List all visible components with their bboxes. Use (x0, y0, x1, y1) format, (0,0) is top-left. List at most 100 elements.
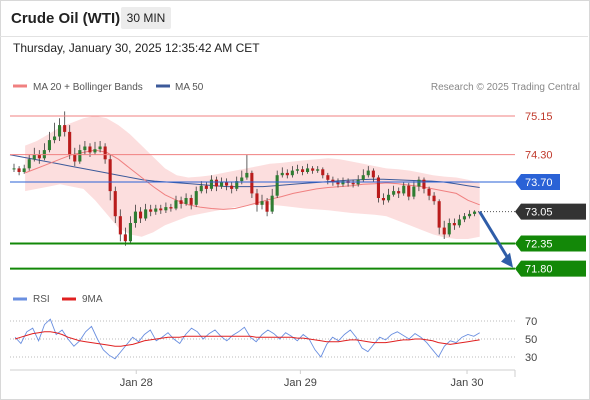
candle-body (149, 209, 153, 212)
candle-body (47, 140, 51, 151)
candle-body (331, 179, 335, 182)
rsi-level-label-30: 30 (525, 352, 537, 364)
candle-body (306, 168, 310, 172)
candle-body (371, 170, 375, 178)
candle-body (199, 185, 203, 192)
candle-body (27, 159, 31, 169)
support-label-5: 71.80 (525, 264, 553, 276)
instrument-title: Crude Oil (WTI) (11, 10, 121, 27)
candle-body (189, 198, 193, 205)
time-axis: Jan 28 Jan 29 Jan 30 (120, 370, 484, 389)
time-tick-label-2: Jan 30 (451, 377, 484, 389)
candle-body (133, 211, 137, 223)
candle-body (78, 150, 82, 162)
candle-body (452, 223, 456, 226)
candle-body (204, 185, 208, 189)
candle-body (68, 131, 72, 155)
rsi-line (14, 318, 480, 360)
candle-body (240, 177, 244, 182)
candle-body (128, 223, 132, 242)
candle-body (58, 125, 62, 137)
ma9-legend-label: 9MA (82, 294, 103, 305)
price-layer (9, 111, 480, 246)
candle-body (260, 201, 264, 205)
candle-body (154, 208, 158, 212)
header-bar: Crude Oil (WTI) 30 MIN (0, 0, 588, 37)
candle-body (245, 172, 249, 178)
candle-body (351, 182, 355, 185)
candle-body (73, 154, 77, 162)
candle-body (144, 209, 148, 219)
candle-body (270, 195, 274, 212)
candle-body (285, 172, 289, 176)
candle-body (447, 223, 451, 235)
candle-body (468, 213, 472, 217)
candle-body (230, 185, 234, 189)
pivot-label: 73.70 (525, 177, 553, 189)
copyright-label: Research © 2025 Trading Central (431, 82, 580, 93)
candle-body (255, 193, 259, 205)
candle-body (63, 125, 67, 132)
candle-body (336, 182, 340, 185)
candle-body (169, 207, 173, 209)
candle-body (108, 159, 112, 192)
candle-body (275, 175, 279, 196)
forecast-arrow-shaft (478, 210, 512, 263)
candle-body (184, 198, 188, 204)
candle-body (301, 169, 305, 172)
candle-body (179, 200, 183, 204)
candle-body (326, 175, 330, 180)
rsi-ma9-line (14, 331, 480, 347)
time-tick-label-1: Jan 29 (284, 377, 317, 389)
candle-body (53, 136, 57, 141)
time-tick-label-0: Jan 28 (120, 377, 153, 389)
candle-body (311, 168, 315, 171)
candle-body (174, 200, 178, 209)
candle-body (194, 191, 198, 205)
candle-body (98, 146, 102, 150)
timeframe-badge[interactable]: 30 MIN (121, 7, 171, 29)
rsi-level-label-70: 70 (525, 316, 537, 328)
candle-body (88, 146, 92, 153)
candle-body (402, 185, 406, 194)
candle-body (123, 234, 127, 242)
candle-body (220, 182, 224, 187)
level-layer: 75.15 74.30 73.70 73.05 72.35 71.80 (10, 111, 586, 277)
candle-body (361, 175, 365, 180)
candle-body (341, 181, 345, 185)
candle-body (432, 195, 436, 202)
candle-body (412, 186, 416, 197)
candle-body (214, 179, 218, 187)
candle-body (83, 146, 87, 151)
candle-body (22, 168, 26, 172)
candle-body (397, 191, 401, 194)
last-price-label: 73.05 (525, 207, 553, 219)
candle-body (462, 216, 466, 220)
candle-body (473, 211, 477, 214)
support-label-4: 72.35 (525, 239, 553, 251)
candle-body (407, 185, 411, 197)
candle-body (32, 154, 36, 160)
candle-body (159, 208, 163, 211)
candle-body (295, 169, 299, 171)
timestamp-label: Thursday, January 30, 2025 12:35:42 AM C… (13, 41, 260, 55)
candle-body (366, 170, 370, 176)
candle-body (321, 169, 325, 176)
candle-body (392, 191, 396, 195)
candle-body (235, 181, 239, 189)
candle-body (376, 177, 380, 198)
ma50-line (9, 154, 480, 188)
resistance-label-0: 75.15 (525, 111, 553, 123)
candle-body (381, 198, 385, 201)
last-price-tag (515, 203, 586, 220)
resistance-label-1: 74.30 (525, 150, 553, 162)
forecast-arrow-head (501, 252, 513, 268)
candle-body (387, 194, 391, 201)
rsi-level-label-50: 50 (525, 334, 537, 346)
candle-body (139, 211, 143, 219)
candle-body (417, 179, 421, 187)
support-price-tag-4 (515, 235, 586, 252)
rsi-layer: 70 50 30 (10, 316, 537, 364)
candle-body (225, 182, 229, 186)
